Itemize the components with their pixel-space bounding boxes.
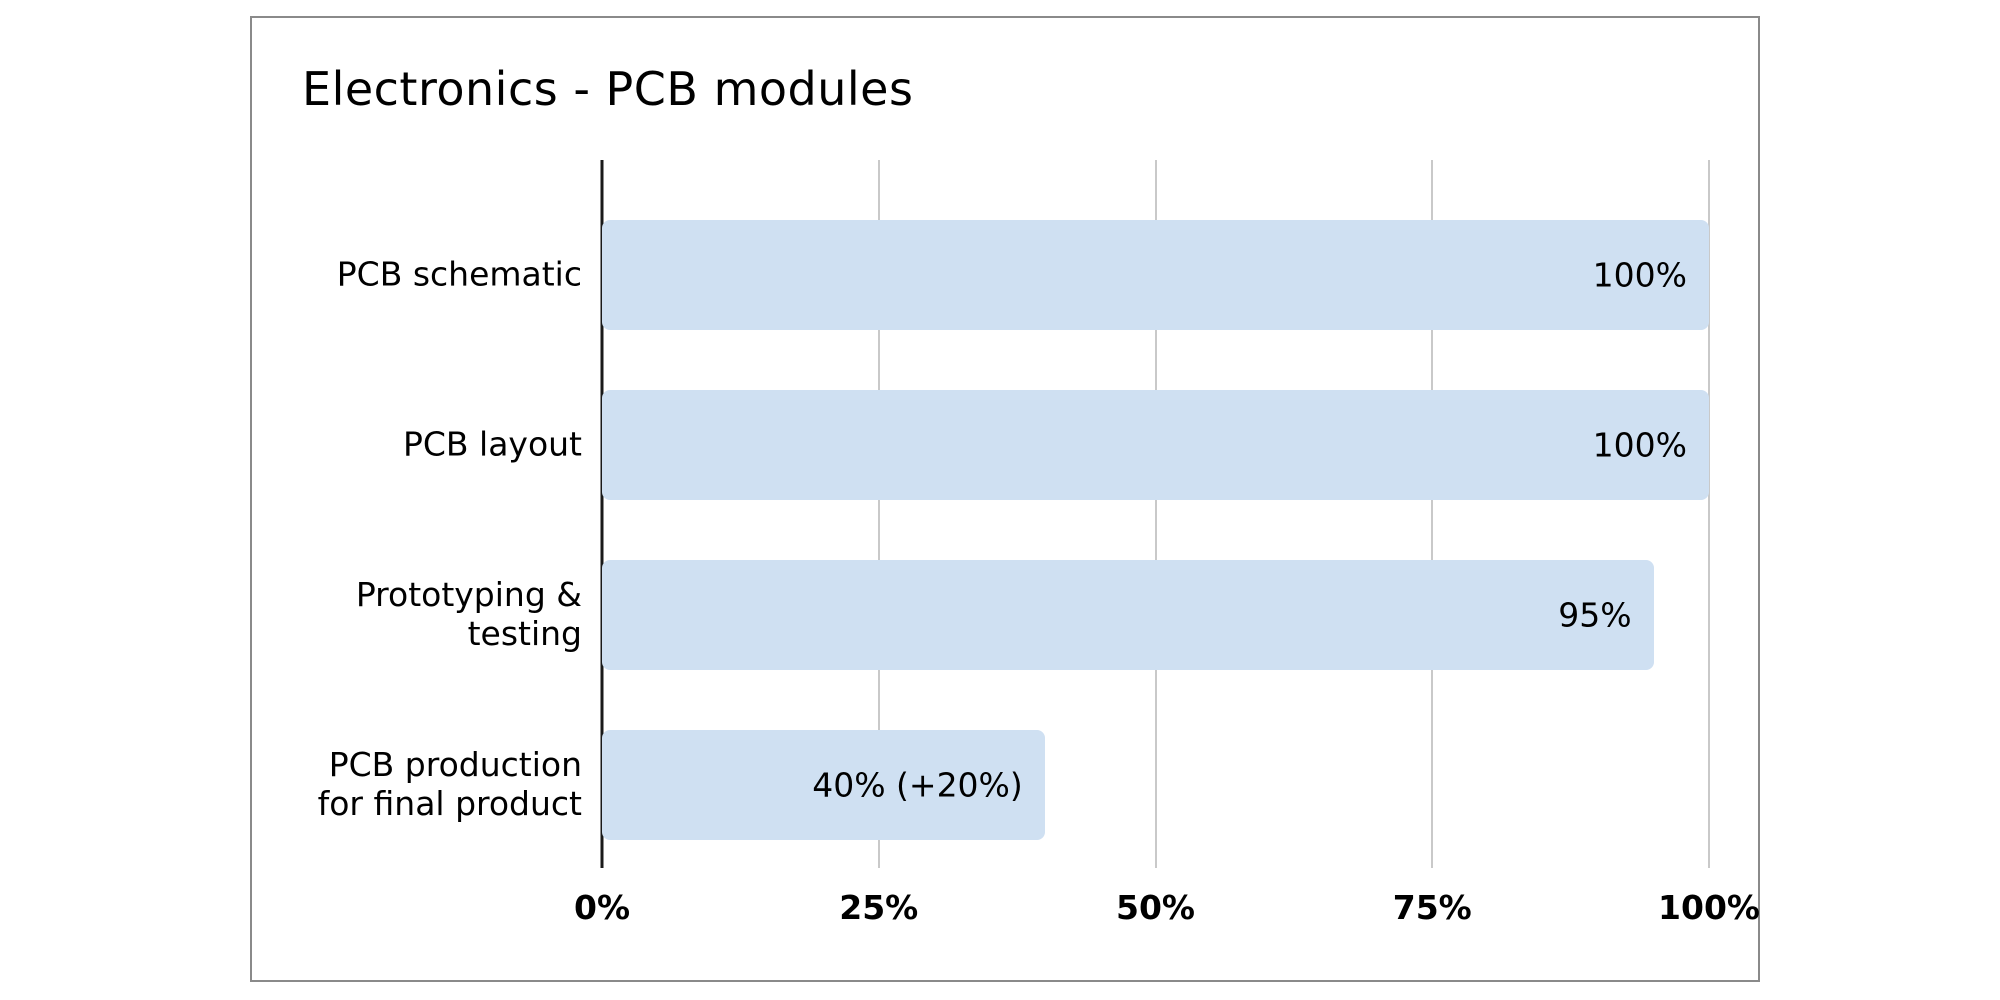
gridline-50 bbox=[1154, 160, 1157, 868]
bar: 40% (+20%) bbox=[602, 730, 1045, 840]
gridline-100 bbox=[1708, 160, 1710, 868]
bar-value-label: 40% (+20%) bbox=[812, 765, 1023, 805]
category-label: PCB layout bbox=[402, 424, 582, 464]
category-label: PCB production for final product bbox=[317, 745, 582, 823]
x-tick-label: 100% bbox=[1658, 888, 1760, 927]
y-axis-line bbox=[600, 160, 604, 868]
category-label: Prototyping & testing bbox=[355, 575, 582, 653]
gridline-25 bbox=[877, 160, 880, 868]
bar-value-label: 100% bbox=[1592, 425, 1687, 465]
bar-value-label: 100% bbox=[1592, 255, 1687, 295]
category-label: PCB schematic bbox=[336, 254, 582, 294]
x-tick-label: 50% bbox=[1116, 888, 1195, 927]
chart-frame: Electronics - PCB modules 0% 25% 50% 75% 100… bbox=[250, 16, 1760, 982]
gridline-75 bbox=[1431, 160, 1434, 868]
bar: 95% bbox=[602, 560, 1654, 670]
chart-title: Electronics - PCB modules bbox=[302, 62, 914, 116]
bar: 100% bbox=[602, 390, 1709, 500]
x-tick-label: 25% bbox=[839, 888, 919, 927]
x-tick-label: 75% bbox=[1392, 888, 1472, 927]
x-tick-label: 0% bbox=[573, 888, 631, 927]
bar-value-label: 95% bbox=[1558, 595, 1632, 635]
plot-area: 0% 25% 50% 75% 100% 100% PCB schematic 100% PCB … bbox=[318, 160, 1760, 927]
bar: 100% bbox=[602, 220, 1709, 330]
